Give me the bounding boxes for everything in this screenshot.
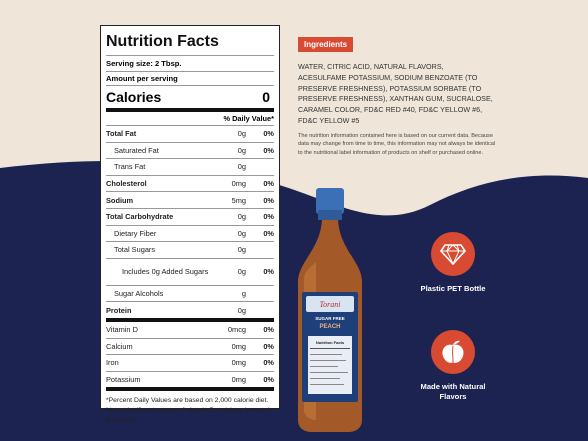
feature-caption: Plastic PET Bottle xyxy=(420,284,486,293)
calories-label: Calories xyxy=(106,89,162,105)
nutrient-row: Saturated Fat 0g 0% xyxy=(106,141,274,159)
nutrient-row: Total Fat 0g 0% xyxy=(106,125,274,142)
nutrient-row: Sugar Alcohols g xyxy=(106,284,274,302)
nutrient-row: Total Carbohydrate 0g 0% xyxy=(106,207,274,225)
nutrient-row: Protein 0g xyxy=(106,301,274,318)
nutrition-footnote: *Percent Daily Values are based on 2,000… xyxy=(106,387,274,426)
nutrition-disclaimer: The nutrition information contained here… xyxy=(298,133,496,156)
nutrient-row: Dietary Fiber 0g 0% xyxy=(106,224,274,242)
nutrient-row: Includes 0g Added Sugars 0g 0% xyxy=(106,257,274,285)
nutrient-row: Iron 0mg 0% xyxy=(106,354,274,371)
bottle-tagline: SUGAR FREE xyxy=(315,316,345,321)
diamond-icon xyxy=(431,232,475,276)
nutrient-row: Vitamin D 0mcg 0% xyxy=(106,317,274,338)
feature-pet-bottle: Plastic PET Bottle xyxy=(413,232,493,294)
daily-value-header: % Daily Value* xyxy=(106,108,274,125)
feature-natural-flavors: Made with Natural Flavors xyxy=(413,330,493,402)
calories-row: Calories 0 xyxy=(106,85,274,108)
bottle-label-panel: Nutrition Facts xyxy=(316,340,345,345)
nutrient-row: Cholesterol 0mg 0% xyxy=(106,174,274,192)
amount-per-serving: Amount per serving xyxy=(106,71,274,85)
nutrient-row: Total Sugars 0g xyxy=(106,241,274,258)
bottle-brand: Torani xyxy=(319,300,340,309)
nutrient-row: Potassium 0mg 0% xyxy=(106,370,274,388)
serving-size: Serving size: 2 Tbsp. xyxy=(106,55,274,71)
ingredients-badge: Ingredients xyxy=(298,37,354,52)
nutrition-title: Nutrition Facts xyxy=(106,33,219,50)
nutrient-row: Calcium 0mg 0% xyxy=(106,337,274,355)
ingredients-text: WATER, CITRIC ACID, NATURAL FLAVORS, ACE… xyxy=(298,62,493,125)
nutrient-row: Trans Fat 0g xyxy=(106,158,274,175)
nutrition-facts-panel: Nutrition Facts Serving size: 2 Tbsp. Am… xyxy=(100,25,280,424)
product-bottle-image: Torani SUGAR FREE PEACH Nutrition Facts xyxy=(298,188,362,432)
peach-icon xyxy=(431,330,475,374)
nutrient-row: Sodium 5mg 0% xyxy=(106,191,274,208)
bottle-flavor: PEACH xyxy=(319,324,340,330)
calories-value: 0 xyxy=(262,89,270,105)
feature-caption: Made with Natural Flavors xyxy=(420,382,486,401)
